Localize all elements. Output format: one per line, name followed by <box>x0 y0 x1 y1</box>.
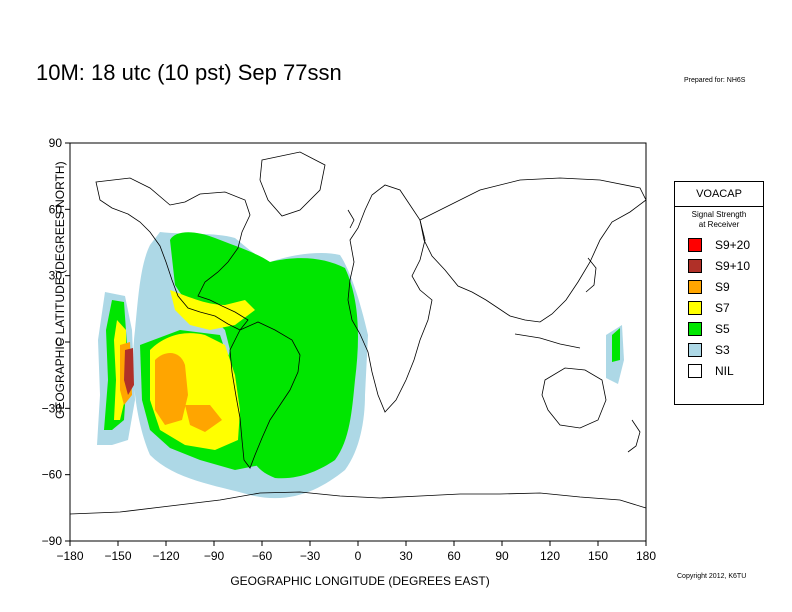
x-tick-label: 120 <box>540 549 560 563</box>
legend-swatch <box>688 322 702 336</box>
x-tick-label: 180 <box>636 549 656 563</box>
legend-item-s9: S9 <box>675 277 763 298</box>
world-coastlines <box>69 151 647 515</box>
legend-label: NIL <box>715 364 734 378</box>
legend-swatch <box>688 238 702 252</box>
legend-item-s5: S5 <box>675 319 763 340</box>
coverage-s5-australia-east <box>612 328 620 362</box>
x-tick-label: 60 <box>447 549 461 563</box>
legend-swatch <box>688 280 702 294</box>
legend-title: VOACAP <box>675 182 763 207</box>
map-title: 10M: 18 utc (10 pst) Sep 77ssn <box>36 60 342 85</box>
legend-label: S5 <box>715 322 730 336</box>
signal-strength-legend: VOACAP Signal Strength at Receiver S9+20… <box>674 181 764 405</box>
x-tick-label: 0 <box>355 549 362 563</box>
legend-label: S9 <box>715 280 730 294</box>
y-tick-label: 0 <box>55 335 62 349</box>
coverage-s9plus10-pacific-west <box>124 348 134 395</box>
x-tick-label: −120 <box>152 549 179 563</box>
legend-label: S7 <box>715 301 730 315</box>
coast-greenland <box>259 151 326 217</box>
x-tick-label: 30 <box>399 549 413 563</box>
legend-item-s7: S7 <box>675 298 763 319</box>
coverage-s7-central-america <box>170 290 255 330</box>
y-tick-label: 30 <box>49 269 63 283</box>
x-tick-label: −150 <box>104 549 131 563</box>
y-axis-label: GEOGRAPHIC LATITUDE (DEGREES NORTH) <box>53 161 67 419</box>
legend-item-s3: S3 <box>675 340 763 361</box>
x-axis-label: GEOGRAPHIC LONGITUDE (DEGREES EAST) <box>230 574 490 588</box>
coverage-s9-pacific <box>155 353 188 425</box>
coast-asia <box>419 177 647 323</box>
y-tick-label: 60 <box>49 202 63 216</box>
copyright-note: Copyright 2012, K6TU <box>677 573 747 580</box>
legend-label: S3 <box>715 343 730 357</box>
coverage-areas <box>97 232 624 499</box>
coast-new-zealand <box>627 419 641 453</box>
legend-swatch <box>688 301 702 315</box>
y-tick-label: 90 <box>49 136 63 150</box>
coast-north-america <box>95 177 251 331</box>
legend-item-s9plus10: S9+10 <box>675 256 763 277</box>
y-tick-label: −30 <box>42 401 63 415</box>
legend-swatch <box>688 364 702 378</box>
legend-swatch <box>688 259 702 273</box>
coast-japan <box>585 257 597 293</box>
x-tick-label: −30 <box>300 549 321 563</box>
legend-subtitle-line2: at Receiver <box>698 220 740 229</box>
legend-label: S9+10 <box>715 259 751 273</box>
y-tick-label: −60 <box>42 468 63 482</box>
x-tick-label: −60 <box>252 549 273 563</box>
x-tick-label: −180 <box>56 549 83 563</box>
legend-item-s9plus20: S9+20 <box>675 235 763 256</box>
legend-item-nil: NIL <box>675 361 763 382</box>
prepared-for-note: Prepared for: NH6S <box>684 77 746 84</box>
coast-indonesia <box>514 333 581 349</box>
coverage-s9-south-pacific <box>185 405 222 432</box>
coast-australia <box>541 367 607 429</box>
x-tick-label: 90 <box>495 549 509 563</box>
coast-europe-africa <box>347 184 433 413</box>
coverage-s5-americas-atlantic <box>170 232 358 479</box>
y-tick-label: −90 <box>42 534 63 548</box>
legend-label: S9+20 <box>715 238 751 252</box>
coast-south-america <box>229 321 301 469</box>
legend-subtitle: Signal Strength at Receiver <box>675 207 763 235</box>
coast-antarctica <box>69 491 647 515</box>
x-tick-label: −90 <box>204 549 225 563</box>
legend-subtitle-line1: Signal Strength <box>691 210 747 219</box>
legend-swatch <box>688 343 702 357</box>
coast-uk <box>347 209 355 229</box>
x-axis-ticks: −180 −150 −120 −90 −60 −30 0 30 60 90 120 150 180 <box>56 541 656 563</box>
x-tick-label: 150 <box>588 549 608 563</box>
y-axis-ticks: 90 60 30 0 −30 −60 −90 <box>42 136 70 548</box>
